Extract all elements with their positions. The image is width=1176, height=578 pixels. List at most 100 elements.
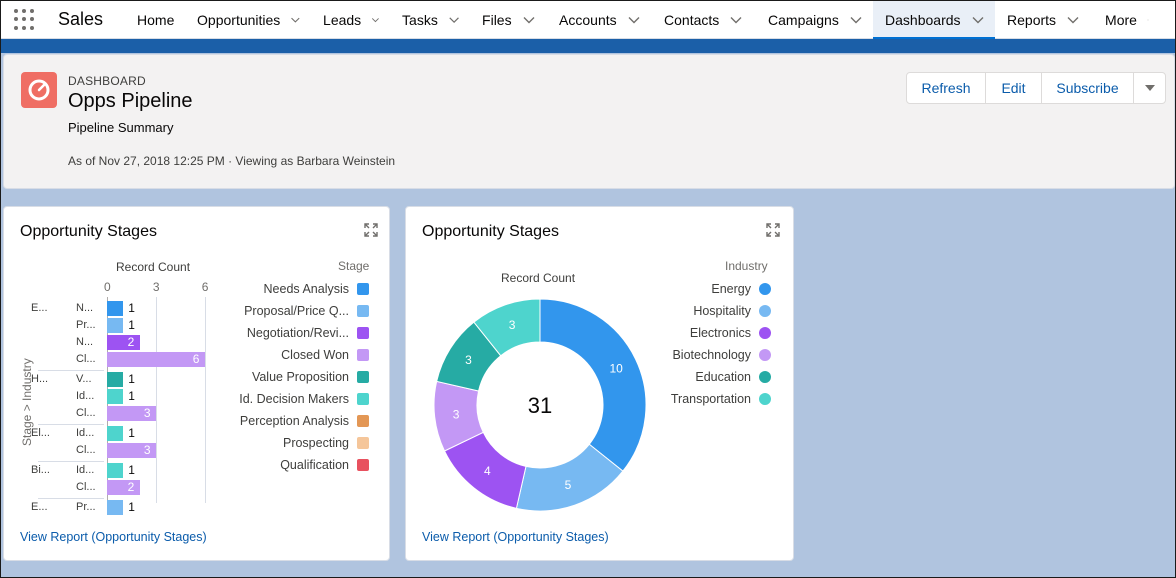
refresh-button[interactable]: Refresh [907,73,986,103]
bar-value-label: 2 [127,335,135,349]
bar[interactable] [107,406,156,421]
bar-value-label: 1 [128,301,135,315]
bar-value-label: 1 [128,372,135,386]
industry-legend-item[interactable]: Energy [711,282,771,296]
nav-item-label: Leads [323,11,362,28]
expand-icon[interactable] [766,223,780,237]
view-report-link[interactable]: View Report (Opportunity Stages) [20,530,207,544]
dropdown-arrow-icon [1144,85,1155,91]
top-navigation: Sales Home Opportunities Leads Tasks Files Ac… [1,1,1175,40]
page-subtitle: Pipeline Summary [68,120,174,135]
legend-swatch [357,283,369,295]
legend-label: Negotiation/Revi... [246,326,349,340]
bar[interactable] [107,335,140,350]
legend-label: Needs Analysis [263,282,349,296]
view-report-link[interactable]: View Report (Opportunity Stages) [422,530,609,544]
industry-legend-item[interactable]: Biotechnology [672,348,771,362]
bar[interactable] [107,301,124,316]
expand-icon[interactable] [364,223,378,237]
legend-label: Id. Decision Makers [239,392,349,406]
x-tick-label: 3 [152,280,160,294]
stage-legend-item[interactable]: Value Proposition [252,370,369,384]
nav-item-campaigns[interactable]: Campaigns [756,1,873,39]
nav-item-tasks[interactable]: Tasks [390,1,470,39]
bar[interactable] [107,500,124,515]
nav-item-more[interactable]: More [1093,1,1159,39]
industry-legend-item[interactable]: Hospitality [693,304,771,318]
nav-item-label: Dashboards [885,11,961,28]
stage-legend-item[interactable]: Proposal/Price Q... [244,304,369,318]
bar-legend-title: Stage [338,259,370,273]
group-label: El... [31,427,50,439]
bar[interactable] [107,480,140,495]
stage-legend-item[interactable]: Id. Decision Makers [239,392,369,406]
bar[interactable] [107,426,124,441]
stage-legend-item[interactable]: Prospecting [283,436,369,450]
nav-item-files[interactable]: Files [470,1,547,39]
legend-swatch [357,371,369,383]
chevron-down-icon[interactable] [1147,13,1149,27]
stage-legend-item[interactable]: Qualification [280,458,369,472]
group-label: H... [31,373,49,385]
slice-value-label: 3 [453,407,460,421]
bar-value-label: 1 [128,389,135,403]
nav-item-home[interactable]: Home [125,1,185,39]
group-label: E... [31,501,48,513]
slice-value-label: 10 [609,361,623,375]
chevron-down-icon[interactable] [627,13,641,27]
legend-swatch [357,305,369,317]
edit-button[interactable]: Edit [986,73,1042,103]
nav-item-contacts[interactable]: Contacts [652,1,756,39]
donut-card-title: Opportunity Stages [422,223,559,240]
chevron-down-icon[interactable] [371,13,380,27]
stage-legend-item[interactable]: Perception Analysis [240,414,369,428]
nav-item-leads[interactable]: Leads [311,1,390,39]
stage-legend-item[interactable]: Negotiation/Revi... [247,326,369,340]
chevron-down-icon[interactable] [290,13,301,27]
gridline [204,297,206,503]
bar[interactable] [107,443,156,458]
stage-legend-item[interactable]: Closed Won [281,348,369,362]
chevron-down-icon[interactable] [971,13,985,27]
industry-legend-item[interactable]: Electronics [690,326,771,340]
bar[interactable] [107,463,124,478]
donut-slice-energy[interactable] [539,298,647,472]
industry-legend-item[interactable]: Transportation [671,392,771,406]
slice-value-label: 3 [509,318,516,332]
chevron-down-icon[interactable] [729,13,743,27]
slice-value-label: 5 [565,478,572,492]
chevron-down-icon[interactable] [849,13,863,27]
subscribe-button[interactable]: Subscribe [1042,73,1134,103]
bar[interactable] [107,372,124,387]
legend-swatch [357,437,369,449]
chevron-down-icon[interactable] [522,13,536,27]
chevron-down-icon[interactable] [448,13,460,27]
as-of-timestamp: As of Nov 27, 2018 12:25 PM · Viewing as… [68,154,396,168]
header-button-group: Refresh Edit Subscribe [906,72,1166,104]
legend-swatch [759,371,771,383]
app-launcher-icon[interactable] [14,8,38,31]
donut-slice-transportation[interactable] [473,298,541,357]
nav-item-reports[interactable]: Reports [995,1,1093,39]
donut-legend-title: Industry [725,259,768,273]
bar-value-label: 1 [128,426,135,440]
legend-swatch [759,283,771,295]
slice-value-label: 3 [465,353,472,367]
chevron-down-icon[interactable] [1066,13,1080,27]
more-actions-button[interactable] [1134,73,1165,103]
industry-legend-item[interactable]: Education [695,370,771,384]
bar[interactable] [107,389,124,404]
nav-item-accounts[interactable]: Accounts [547,1,652,39]
nav-item-label: Files [482,11,512,28]
row-label: Cl... [76,481,96,493]
brand-bar [1,39,1175,53]
bar[interactable] [107,352,205,367]
nav-item-opportunities[interactable]: Opportunities [185,1,311,39]
bar-value-label: 3 [143,443,151,457]
nav-item-label: Reports [1007,11,1057,28]
nav-item-dashboards[interactable]: Dashboards [873,1,996,40]
dashboard-icon [21,72,57,108]
bar[interactable] [107,318,124,333]
stage-legend-item[interactable]: Needs Analysis [264,282,369,296]
